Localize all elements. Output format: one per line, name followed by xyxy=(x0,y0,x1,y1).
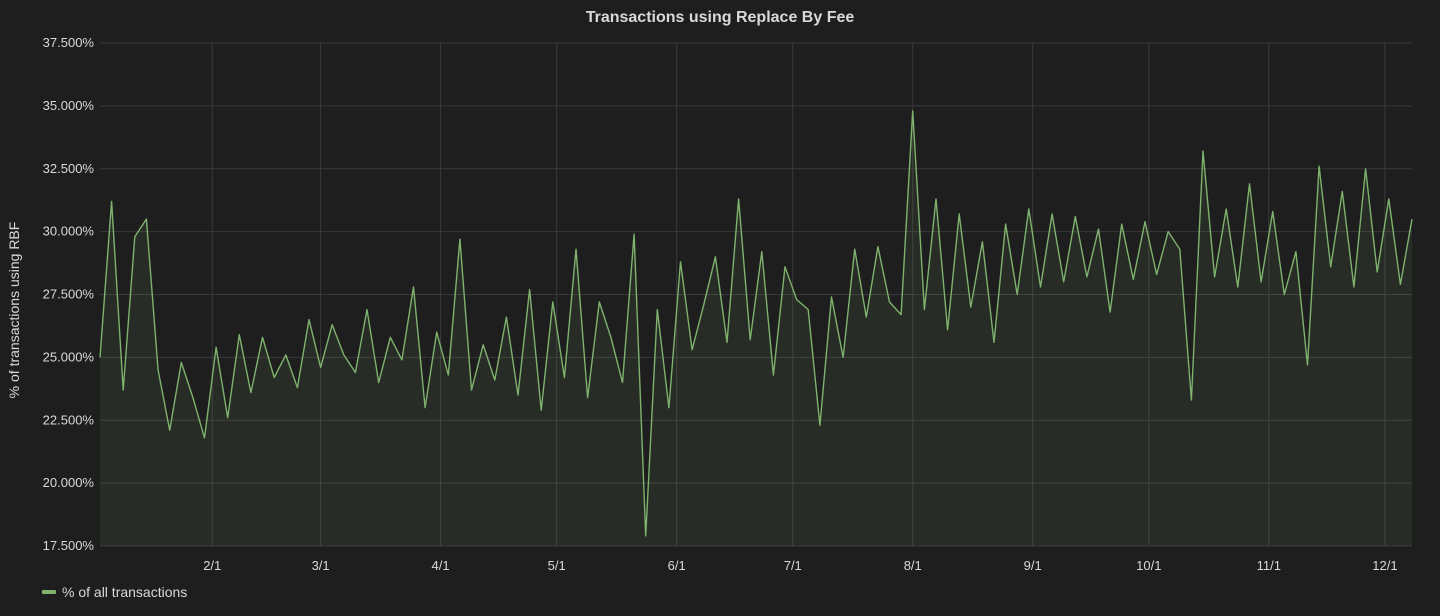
y-tick-label: 22.500% xyxy=(43,412,95,427)
legend-label: % of all transactions xyxy=(62,584,188,600)
x-tick-label: 12/1 xyxy=(1372,558,1397,573)
legend-swatch xyxy=(42,590,56,594)
y-tick-label: 37.500% xyxy=(43,35,95,50)
series-area xyxy=(100,110,1412,547)
y-tick-label: 17.500% xyxy=(43,538,95,553)
y-tick-label: 30.000% xyxy=(43,224,95,239)
x-tick-label: 4/1 xyxy=(432,558,450,573)
x-tick-label: 3/1 xyxy=(312,558,330,573)
y-tick-label: 25.000% xyxy=(43,349,95,364)
legend[interactable]: % of all transactions xyxy=(42,584,187,600)
chart-title: Transactions using Replace By Fee xyxy=(585,9,855,26)
x-tick-label: 2/1 xyxy=(203,558,221,573)
y-tick-label: 27.500% xyxy=(43,287,95,302)
series-line xyxy=(99,110,1413,537)
y-axis-ticks: 17.500% 20.000% 22.500% 25.000% 27.500% 30.00… xyxy=(43,35,95,553)
x-tick-label: 7/1 xyxy=(784,558,802,573)
x-tick-label: 8/1 xyxy=(904,558,922,573)
x-tick-label: 9/1 xyxy=(1024,558,1042,573)
y-tick-label: 20.000% xyxy=(43,475,95,490)
x-tick-label: 6/1 xyxy=(668,558,686,573)
series-layer xyxy=(99,110,1413,547)
x-tick-label: 11/1 xyxy=(1257,558,1281,573)
y-tick-label: 32.500% xyxy=(43,161,95,176)
x-tick-label: 10/1 xyxy=(1136,558,1161,573)
x-tick-label: 5/1 xyxy=(548,558,566,573)
y-tick-label: 35.000% xyxy=(43,98,95,113)
x-axis-ticks: 2/1 3/1 4/1 5/1 6/1 7/1 8/1 9/1 10/1 11/1 12/1 xyxy=(203,558,1397,573)
